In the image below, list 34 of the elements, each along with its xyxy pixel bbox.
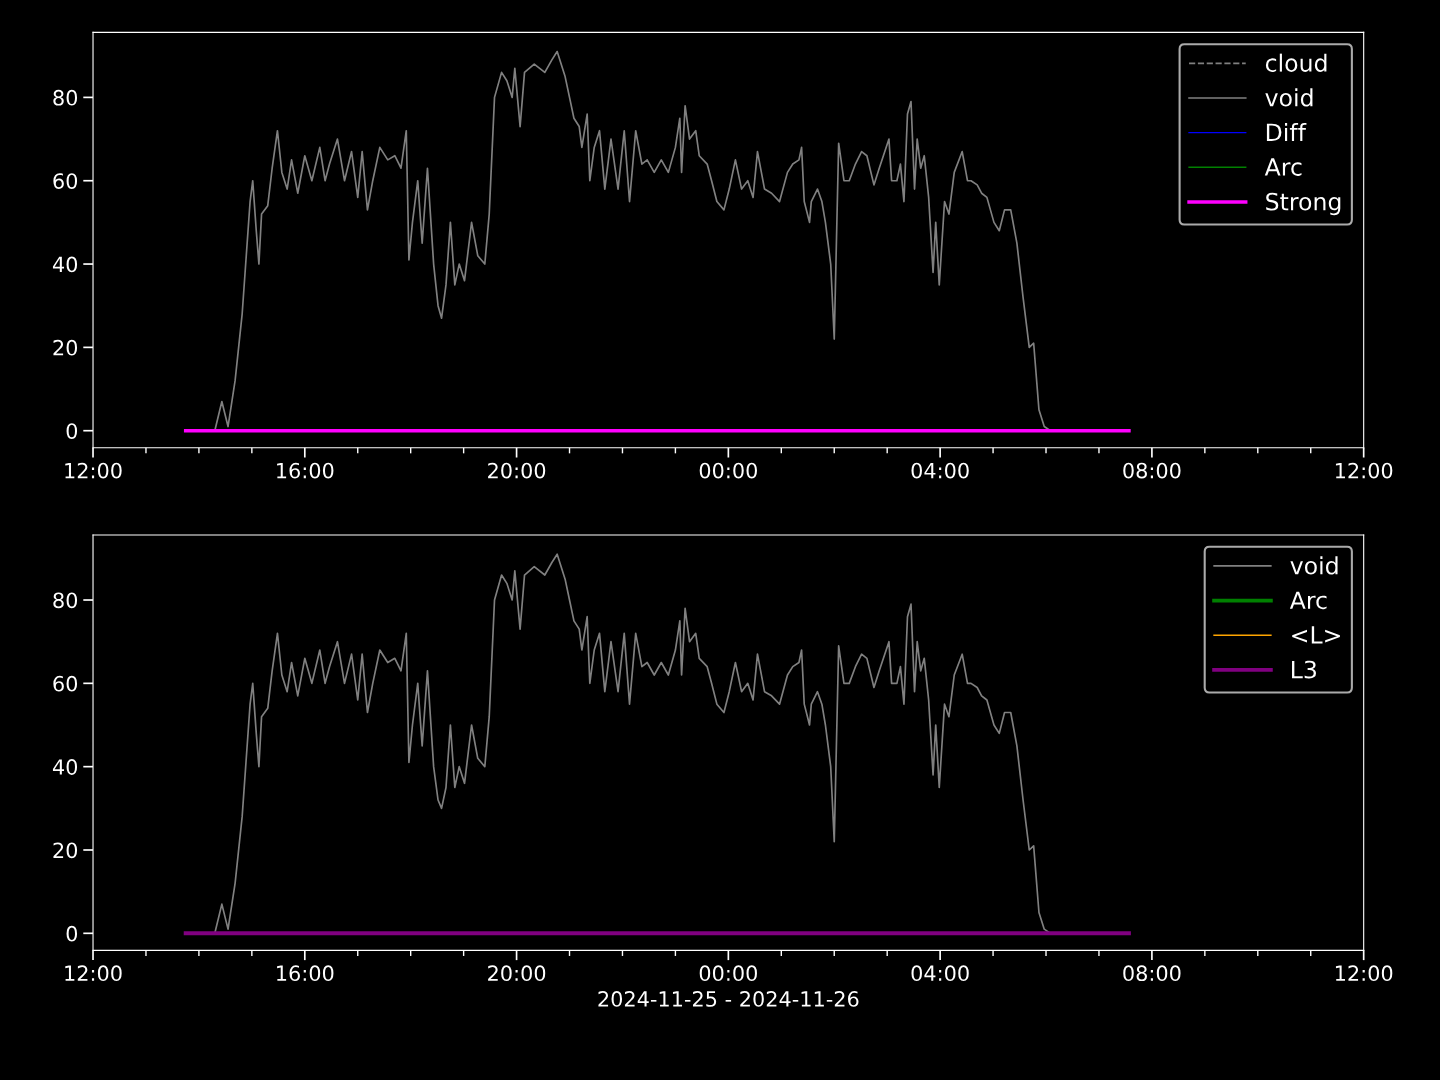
x-tick-label: 20:00 — [488, 965, 546, 982]
x-axis-title: 2024-11-25 - 2024-11-26 — [598, 991, 859, 1007]
x-tick-label: 12:00 — [1335, 965, 1393, 982]
legend-label: void — [1265, 88, 1313, 107]
legend-label: Arc — [1289, 591, 1327, 610]
legend-label: <L> — [1292, 626, 1340, 644]
legend-label: void — [1290, 556, 1338, 575]
y-tick-label: 40 — [52, 256, 78, 273]
x-tick-label: 20:00 — [488, 462, 546, 479]
legend-label: Strong — [1266, 192, 1341, 216]
y-tick-label: 80 — [53, 89, 78, 106]
y-tick-label: 0 — [66, 925, 78, 942]
legend-label: L3 — [1292, 660, 1316, 679]
y-tick-label: 20 — [53, 339, 78, 356]
y-tick-label: 40 — [52, 759, 78, 775]
legend-label: Arc — [1264, 158, 1302, 176]
x-tick-label: 04:00 — [911, 462, 969, 479]
x-tick-label: 12:00 — [65, 462, 122, 479]
y-tick-label: 0 — [66, 423, 78, 439]
y-tick-label: 60 — [53, 173, 78, 189]
x-tick-label: 12:00 — [1335, 462, 1393, 479]
legend-label: cloud — [1265, 53, 1327, 72]
y-tick-label: 20 — [53, 842, 78, 859]
x-tick-label: 16:00 — [277, 462, 334, 479]
x-tick-label: 08:00 — [1123, 965, 1181, 982]
x-tick-label: 08:00 — [1123, 462, 1181, 479]
x-tick-label: 16:00 — [277, 965, 334, 982]
y-tick-label: 80 — [53, 592, 78, 609]
x-tick-label: 12:00 — [65, 965, 122, 982]
x-tick-label: 00:00 — [699, 965, 757, 982]
y-tick-label: 60 — [53, 675, 78, 692]
x-tick-label: 04:00 — [911, 965, 969, 982]
legend-label: Diff — [1266, 122, 1307, 141]
x-tick-label: 00:00 — [699, 462, 757, 479]
